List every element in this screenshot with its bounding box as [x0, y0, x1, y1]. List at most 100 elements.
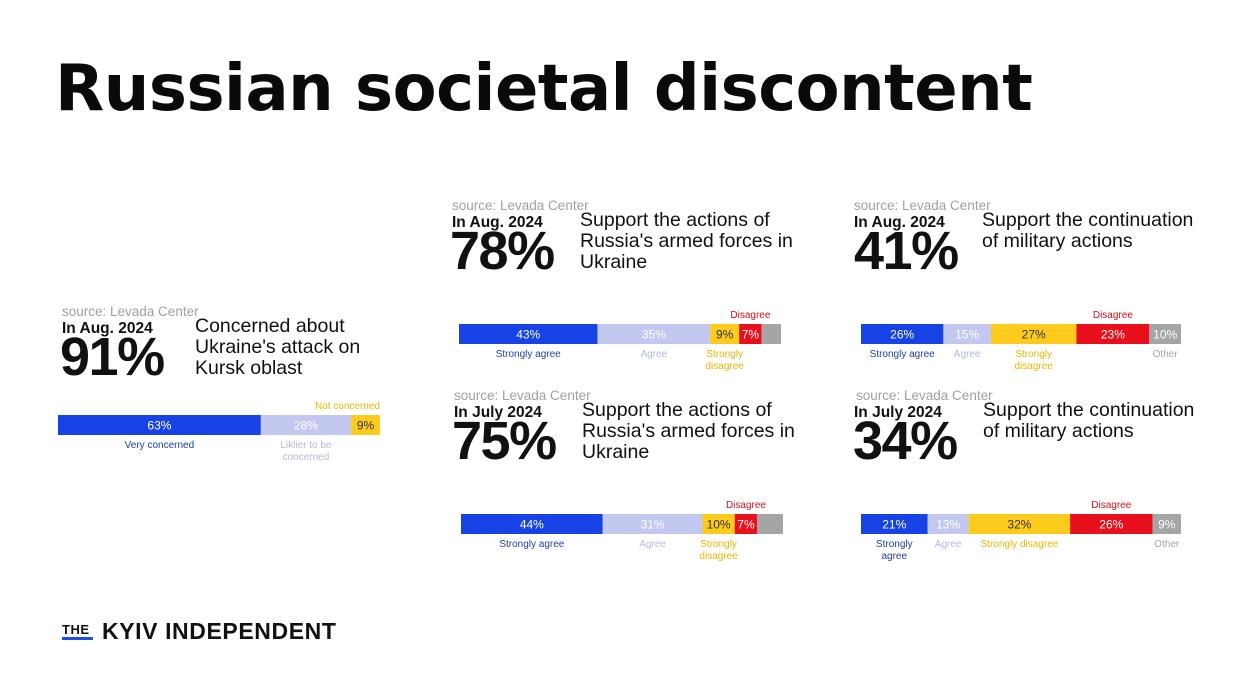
segment-value-label: 10% [707, 518, 731, 532]
svg-text:Agree: Agree [640, 349, 667, 360]
bar-segment-agree [597, 324, 711, 344]
segment-value-label: 15% [955, 328, 979, 342]
question-text: Support the actions of Russia's armed fo… [580, 209, 793, 273]
segment-value-label: 32% [1007, 518, 1031, 532]
bar-segment-other [1152, 514, 1181, 534]
stacked-bar-chart: 43% Strongly agree 35% Agree 9% Stronglydisag… [459, 310, 781, 372]
segment-value-label: 9% [716, 328, 734, 342]
svg-text:Liklier to be: Liklier to be [280, 440, 332, 451]
bar-segment-disagree [734, 514, 758, 534]
bar-segment-disagree [1070, 514, 1153, 534]
svg-text:Strongly agree: Strongly agree [499, 539, 564, 550]
segment-value-label: 43% [516, 328, 540, 342]
svg-text:Disagree: Disagree [1091, 500, 1131, 511]
question-text: Support the actions of Russia's armed fo… [582, 399, 795, 463]
headline-percent: 34% [853, 411, 958, 471]
chart-panel-kursk-aug: source: Levada Center In Aug. 2024 91% C… [58, 304, 388, 463]
svg-text:Strongly agree: Strongly agree [496, 349, 561, 360]
svg-text:Other: Other [1154, 539, 1180, 550]
bar-segment-strongly-agree [861, 324, 944, 344]
segment-value-label: 10% [1153, 328, 1177, 342]
svg-text:Disagree: Disagree [726, 500, 766, 511]
svg-text:agree: agree [881, 551, 907, 562]
bar-segment-strongly-agree [861, 514, 928, 534]
segment-category-label: Agree [935, 539, 962, 550]
chart-panel-continuation-july: source: Levada Center In July 2024 34% S… [853, 388, 1194, 562]
segment-category-label: Not concerned [315, 401, 380, 412]
source-note: source: Levada Center [854, 198, 991, 213]
headline-percent: 78% [450, 221, 555, 281]
bar-segment-agree [927, 514, 969, 534]
segment-value-label: 31% [641, 518, 665, 532]
source-note: source: Levada Center [452, 198, 589, 213]
segment-value-label: 7% [737, 518, 755, 532]
period-label: In Aug. 2024 [62, 320, 153, 337]
bar-segment-strongly-disagree [990, 324, 1077, 344]
bar-segment-other [757, 514, 783, 534]
segment-value-label: 9% [1158, 518, 1176, 532]
segment-category-label: Very concerned [125, 440, 195, 451]
headline-percent: 41% [854, 221, 959, 281]
svg-text:Strongly: Strongly [876, 539, 913, 550]
svg-text:disagree: disagree [1014, 361, 1053, 372]
question-text: Support the continuation of military act… [982, 209, 1194, 252]
source-note: source: Levada Center [454, 388, 591, 403]
svg-text:Strongly disagree: Strongly disagree [981, 539, 1059, 550]
stacked-bar-chart: 63% Very concerned 28% Liklier to beconcern… [58, 401, 380, 463]
segment-category-label: Disagree [726, 500, 766, 511]
bar-segment-strongly-agree [461, 514, 603, 534]
bar-segment-other [761, 324, 781, 344]
svg-text:Strongly: Strongly [706, 349, 743, 360]
segment-category-label: Strongly agree [496, 349, 561, 360]
segment-category-label: Agree [639, 539, 666, 550]
svg-text:Other: Other [1153, 349, 1179, 360]
bar-segment-not-concerned [351, 415, 380, 435]
brand-prefix: THE [62, 622, 90, 637]
question-text: Concerned about Ukraine's attack on Kurs… [195, 315, 361, 379]
chart-panel-continuation-aug: source: Levada Center In Aug. 2024 41% S… [854, 198, 1193, 372]
segment-category-label: Disagree [1093, 310, 1133, 321]
segment-category-label: Agree [640, 349, 667, 360]
stacked-bar-chart: 26% Strongly agree 15% Agree 27% Stronglydisa… [861, 310, 1181, 372]
bar-segment-strongly-disagree [702, 514, 735, 534]
segment-value-label: 27% [1022, 328, 1046, 342]
segment-category-label: Disagree [730, 310, 770, 321]
svg-text:Not concerned: Not concerned [315, 401, 380, 412]
segment-value-label: 7% [742, 328, 760, 342]
segment-category-label: Strongly agree [499, 539, 564, 550]
segment-value-label: 44% [520, 518, 544, 532]
bar-segment-strongly-disagree [968, 514, 1071, 534]
segment-value-label: 21% [882, 518, 906, 532]
brand-name: KYIV INDEPENDENT [102, 618, 337, 644]
bar-segment-disagree [1076, 324, 1150, 344]
segment-value-label: 28% [294, 419, 318, 433]
segment-category-label: Disagree [1091, 500, 1131, 511]
bar-segment-agree [943, 324, 991, 344]
headline-percent: 75% [452, 411, 557, 471]
svg-text:Agree: Agree [954, 349, 981, 360]
bar-segment-very-concerned [58, 415, 261, 435]
svg-text:Disagree: Disagree [1093, 310, 1133, 321]
question-text: Support the continuation of military act… [983, 399, 1195, 442]
svg-text:Disagree: Disagree [730, 310, 770, 321]
page-title: Russian societal discontent [55, 52, 1033, 126]
source-note: source: Levada Center [62, 304, 199, 319]
segment-value-label: 23% [1101, 328, 1125, 342]
bar-segment-disagree [739, 324, 762, 344]
svg-text:Strongly agree: Strongly agree [870, 349, 935, 360]
svg-text:Very concerned: Very concerned [125, 440, 195, 451]
bar-segment-strongly-disagree [710, 324, 740, 344]
segment-category-label: Other [1153, 349, 1179, 360]
bar-segment-other [1149, 324, 1181, 344]
segment-value-label: 63% [147, 419, 171, 433]
segment-value-label: 26% [1099, 518, 1123, 532]
segment-value-label: 26% [890, 328, 914, 342]
brand-underline [62, 637, 93, 640]
svg-text:Strongly: Strongly [1015, 349, 1052, 360]
chart-panel-support-actions-aug: source: Levada Center In Aug. 2024 78% S… [450, 198, 793, 372]
